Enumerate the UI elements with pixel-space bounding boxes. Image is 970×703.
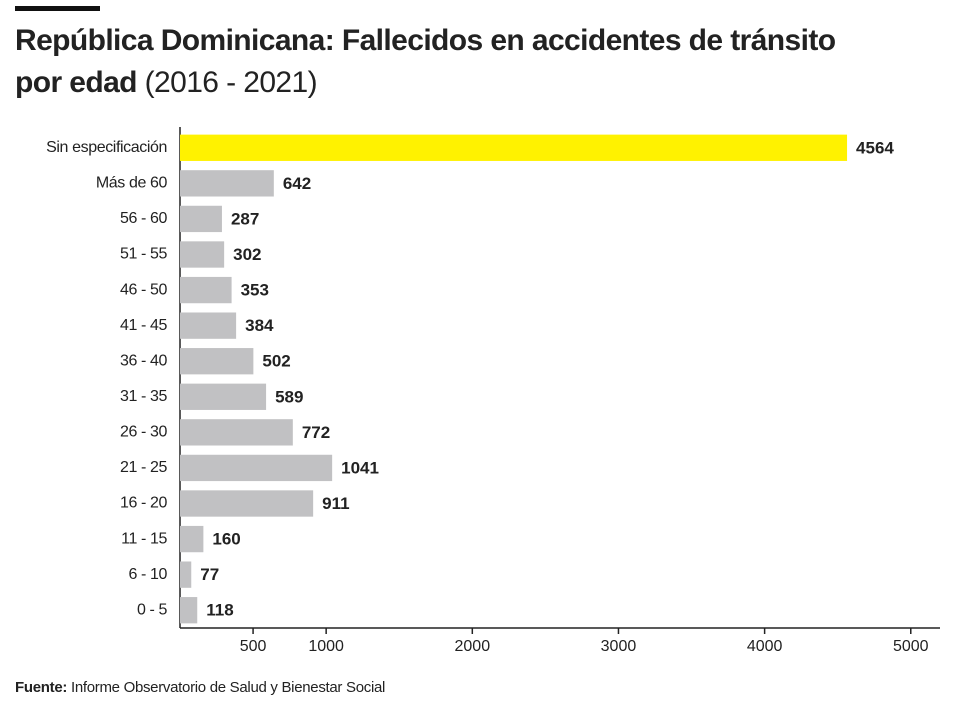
- chart: 500 1000 2000 3000 4000 5000 Sin especificació…: [46, 127, 940, 655]
- value-label: 589: [275, 387, 303, 406]
- y-tick-label: 16 - 20: [120, 495, 168, 512]
- y-tick-label: 56 - 60: [120, 210, 168, 227]
- x-tick-label: 1000: [308, 638, 344, 655]
- y-tick-label: 11 - 15: [121, 530, 167, 547]
- bar: [180, 597, 198, 624]
- x-tick-label: 3000: [601, 638, 637, 655]
- bar: [180, 525, 204, 553]
- value-label: 302: [233, 245, 261, 264]
- y-tick-label: Más de 60: [96, 175, 168, 192]
- bar: [180, 454, 333, 482]
- bar: [180, 490, 314, 517]
- y-tick-label: 36 - 40: [120, 352, 168, 369]
- value-label: 118: [206, 601, 233, 620]
- y-tick-label: 0 - 5: [137, 601, 168, 618]
- y-tick-label: Sin especificación: [46, 139, 167, 156]
- value-label: 160: [212, 530, 240, 549]
- y-tick-label: 21 - 25: [120, 459, 168, 476]
- value-label: 1041: [341, 458, 379, 477]
- x-tick-label: 500: [240, 638, 267, 655]
- bar: [180, 561, 192, 588]
- value-label: 502: [262, 352, 290, 371]
- y-tick-label: 26 - 30: [120, 424, 168, 441]
- source-label: Fuente:: [15, 679, 68, 696]
- bar: [180, 419, 293, 446]
- value-label: 384: [245, 316, 274, 335]
- source: Fuente: Informe Observatorio de Salud y …: [15, 679, 385, 696]
- y-tick-label: 46 - 50: [120, 281, 168, 298]
- value-label: 77: [200, 565, 219, 584]
- value-label: 287: [231, 209, 259, 228]
- chart-subtitle: (2016 - 2021): [144, 66, 318, 99]
- value-label: 642: [283, 174, 311, 193]
- x-tick-label: 4000: [747, 638, 783, 655]
- y-tick-label: 51 - 55: [120, 246, 168, 263]
- bar: [180, 312, 237, 339]
- decor-bar: [15, 6, 100, 11]
- value-label: 4564: [856, 138, 894, 157]
- bar: [180, 348, 254, 375]
- bar: [180, 205, 222, 233]
- value-label: 353: [241, 281, 269, 300]
- bar: [180, 241, 225, 268]
- title-block: República Dominicana: Fallecidos en acci…: [15, 20, 875, 104]
- y-tick-label: 41 - 45: [120, 317, 168, 334]
- bar: [180, 170, 274, 197]
- value-label: 911: [322, 494, 349, 513]
- x-tick-label: 5000: [893, 638, 929, 655]
- value-label: 772: [302, 423, 330, 442]
- bar: [180, 134, 848, 161]
- bar: [180, 276, 232, 304]
- y-tick-label: 6 - 10: [128, 566, 167, 583]
- bar: [180, 383, 267, 410]
- y-tick-label: 31 - 35: [120, 388, 168, 405]
- source-text: Informe Observatorio de Salud y Bienesta…: [70, 679, 386, 696]
- chart-title: República Dominicana: Fallecidos en acci…: [15, 24, 836, 99]
- x-tick-label: 2000: [455, 638, 491, 655]
